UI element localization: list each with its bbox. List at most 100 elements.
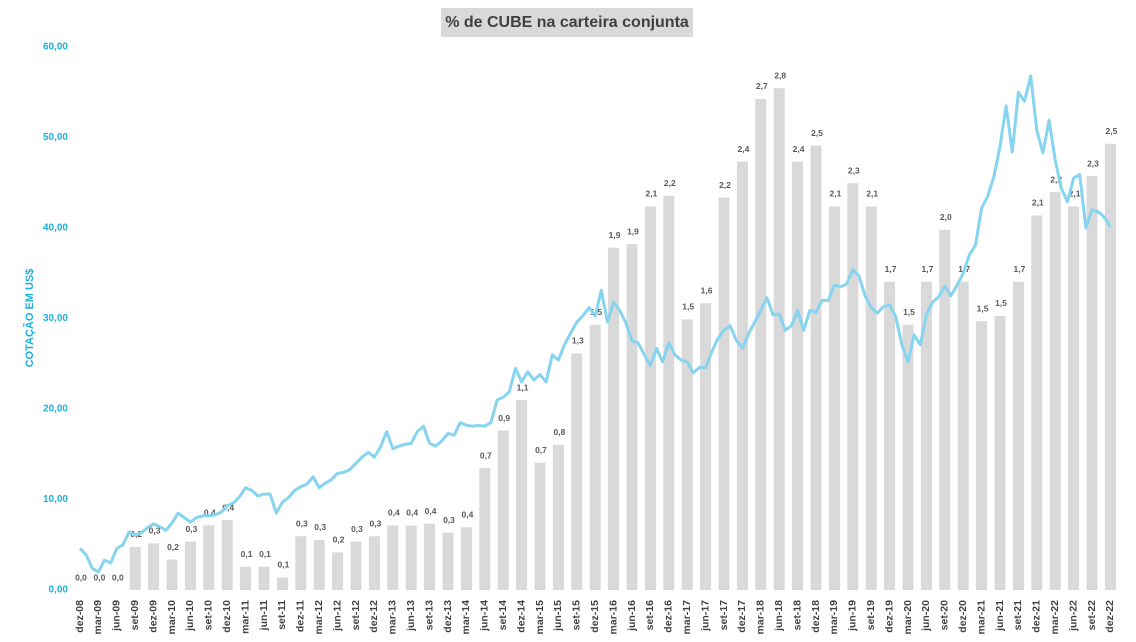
x-tick-label: mar-12 — [313, 600, 325, 635]
x-tick-label: dez-15 — [589, 600, 601, 633]
x-tick-label: dez-17 — [736, 600, 748, 633]
x-tick-label: mar-13 — [387, 600, 399, 635]
data-label: 2,5 — [1105, 126, 1117, 136]
data-label: 2,8 — [774, 70, 786, 80]
bar — [1012, 281, 1024, 590]
data-label: 1,5 — [977, 303, 989, 313]
data-label: 2,5 — [811, 128, 823, 138]
data-label: 0,4 — [222, 502, 234, 512]
y-tick-label: 30,00 — [43, 313, 68, 324]
x-tick-label: dez-18 — [810, 600, 822, 633]
bar — [755, 98, 767, 590]
y-axis-title: COTAÇÃO EM US$ — [23, 269, 36, 368]
data-label: 0,0 — [75, 572, 87, 582]
data-label: 2,4 — [737, 144, 749, 154]
x-tick-label: dez-21 — [1031, 600, 1043, 633]
y-tick-label: 50,00 — [43, 132, 68, 143]
bar — [902, 324, 914, 590]
data-label: 1,7 — [1013, 264, 1025, 274]
data-label: 1,6 — [701, 286, 713, 296]
x-tick-label: set-21 — [1012, 600, 1024, 631]
x-tick-label: dez-10 — [221, 600, 233, 633]
x-tick-label: jun-18 — [773, 600, 785, 632]
bar — [368, 536, 380, 590]
x-tick-label: dez-19 — [883, 600, 895, 633]
data-label: 2,2 — [664, 178, 676, 188]
data-label: 1,5 — [995, 298, 1007, 308]
x-tick-label: set-19 — [865, 600, 877, 631]
bar — [939, 229, 951, 590]
data-label: 2,2 — [719, 180, 731, 190]
data-label: 0,1 — [241, 549, 253, 559]
y-tick-label: 40,00 — [43, 223, 68, 234]
x-tick-label: set-12 — [350, 600, 362, 631]
bar — [718, 197, 730, 590]
bar — [276, 577, 288, 590]
data-label: 0,3 — [314, 522, 326, 532]
x-tick-label: dez-13 — [442, 600, 454, 633]
bar — [148, 543, 160, 590]
bar — [1086, 176, 1098, 590]
bar — [589, 324, 601, 590]
data-label: 2,0 — [940, 212, 952, 222]
bar — [313, 539, 325, 590]
data-label: 0,9 — [498, 413, 510, 423]
x-tick-label: set-22 — [1086, 600, 1098, 631]
x-tick-label: mar-21 — [975, 600, 987, 635]
bar — [516, 400, 528, 590]
data-label: 2,4 — [793, 144, 805, 154]
x-tick-label: set-16 — [644, 600, 656, 631]
data-label: 2,2 — [1050, 174, 1062, 184]
x-tick-label: dez-20 — [957, 600, 969, 633]
bar — [442, 532, 454, 590]
data-label: 0,4 — [406, 508, 418, 518]
x-tick-label: dez-16 — [663, 600, 675, 633]
data-label: 0,3 — [296, 518, 308, 528]
bar — [663, 195, 675, 591]
bar — [773, 88, 785, 590]
data-label: 0,7 — [535, 445, 547, 455]
bar — [203, 525, 215, 590]
data-label: 2,3 — [1087, 158, 1099, 168]
data-label: 1,9 — [609, 230, 621, 240]
bar — [221, 520, 233, 590]
data-label: 0,3 — [149, 526, 161, 536]
x-tick-label: jun-16 — [626, 600, 638, 632]
x-tick-label: jun-20 — [920, 600, 932, 632]
data-label: 2,1 — [645, 189, 657, 199]
x-tick-label: dez-14 — [515, 600, 527, 633]
bar — [460, 527, 472, 590]
x-tick-label: set-15 — [571, 600, 583, 631]
x-tick-label: set-20 — [939, 600, 951, 631]
x-tick-label: mar-14 — [460, 600, 472, 635]
data-label: 2,1 — [1032, 198, 1044, 208]
bar — [424, 523, 436, 590]
x-tick-label: jun-15 — [552, 600, 564, 632]
bar — [258, 566, 270, 590]
x-tick-label: jun-10 — [184, 600, 196, 632]
x-tick-label: mar-20 — [902, 600, 914, 635]
x-tick-label: mar-22 — [1049, 600, 1061, 635]
data-label: 0,3 — [443, 515, 455, 525]
data-label: 0,0 — [93, 572, 105, 582]
bar — [1068, 206, 1080, 590]
bar — [700, 303, 712, 590]
x-tick-label: set-13 — [423, 600, 435, 631]
x-tick-label: jun-22 — [1067, 600, 1079, 632]
data-label: 2,3 — [848, 165, 860, 175]
data-label: 0,3 — [369, 518, 381, 528]
data-label: 0,2 — [333, 535, 345, 545]
data-label: 2,1 — [866, 189, 878, 199]
x-tick-label: jun-17 — [699, 600, 711, 632]
bar — [681, 319, 693, 590]
x-tick-label: dez-08 — [74, 600, 86, 633]
data-label: 1,1 — [517, 382, 529, 392]
data-label: 0,4 — [461, 510, 473, 520]
x-tick-label: jun-12 — [331, 600, 343, 632]
bar — [184, 541, 196, 590]
bar — [1031, 215, 1043, 590]
x-tick-label: set-14 — [497, 600, 509, 631]
x-tick-label: jun-11 — [258, 600, 270, 632]
x-tick-label: mar-19 — [828, 600, 840, 635]
